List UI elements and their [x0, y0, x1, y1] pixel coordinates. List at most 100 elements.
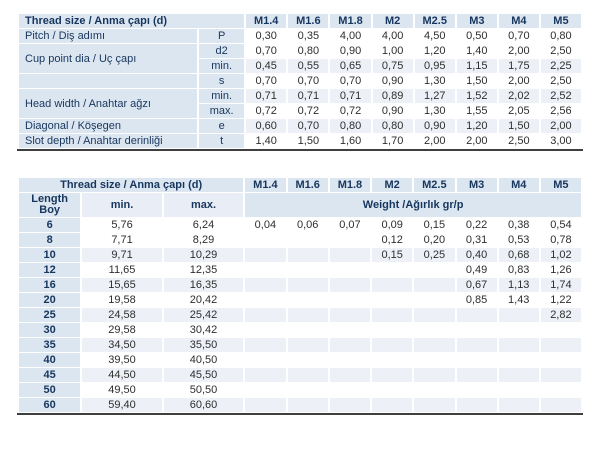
value-cell: 0,89 — [372, 89, 413, 103]
weight-cell: 0,09 — [372, 218, 413, 232]
value-cell: 0,80 — [330, 119, 371, 133]
value-cell: 1,50 — [456, 74, 497, 88]
min-cell: 29,58 — [82, 323, 162, 337]
weight-row: 20 19,58 20,42 0,85 1,43 1,22 — [19, 293, 581, 307]
min-cell: 44,50 — [82, 368, 162, 382]
size-header-m16: M1.6 — [288, 14, 329, 28]
value-cell: 2,56 — [540, 104, 581, 118]
value-cell: 0,72 — [246, 104, 287, 118]
weight-cell — [456, 368, 497, 382]
max-cell: 40,50 — [163, 353, 244, 367]
max-cell: 60,60 — [163, 398, 244, 412]
dimension-row: Cup point dia / Uç çapı d2 0,70 0,80 0,90 1,0… — [19, 44, 581, 73]
value-cell: 1,50 — [288, 134, 329, 148]
value-cell: 0,45 — [246, 59, 287, 73]
weights-table-title: Thread size / Anma çapı (d) — [19, 178, 244, 192]
row-symbol: s — [199, 74, 245, 88]
weight-cell — [498, 308, 539, 322]
weight-cell — [372, 293, 413, 307]
weight-cell — [287, 233, 328, 247]
weight-row: 8 7,71 8,29 0,12 0,20 0,31 0,53 0,78 — [19, 233, 581, 247]
value-cell: 2,00 — [456, 134, 497, 148]
value-cell: 0,70 — [330, 74, 371, 88]
weight-cell — [245, 248, 286, 262]
max-cell: 20,42 — [163, 293, 244, 307]
weight-cell — [372, 308, 413, 322]
min-cell: 5,76 — [82, 218, 162, 232]
weight-cell: 0,07 — [329, 218, 371, 232]
weight-cell — [414, 308, 455, 322]
weight-cell: 0,04 — [245, 218, 286, 232]
weight-cell — [245, 338, 286, 352]
length-cell: 60 — [19, 398, 81, 412]
value-cell: 2,05 — [498, 104, 539, 118]
value-cell: 2,00 — [498, 44, 539, 58]
dimension-row: s 0,70 0,70 0,70 0,90 1,30 1,50 2,00 2,50 — [19, 74, 581, 88]
value-cell: 2,50 — [540, 74, 581, 88]
length-cell: 10 — [19, 248, 81, 262]
length-cell: 8 — [19, 233, 81, 247]
weight-cell: 0,78 — [540, 233, 581, 247]
max-cell: 12,35 — [163, 263, 244, 277]
weights-table-body: 6 5,76 6,24 0,04 0,06 0,07 0,09 0,15 0,22 0,38 0,5… — [19, 218, 581, 412]
weight-cell — [287, 353, 328, 367]
weight-cell — [287, 338, 328, 352]
value-cell: 2,52 — [540, 89, 581, 103]
value-cell: 1,75 — [498, 59, 539, 73]
weight-cell — [372, 368, 413, 382]
weight-cell: 0,53 — [498, 233, 539, 247]
max-cell: 30,42 — [163, 323, 244, 337]
length-cell: 25 — [19, 308, 81, 322]
size-header-m14: M1.4 — [246, 14, 287, 28]
weight-cell: 0,20 — [414, 233, 455, 247]
min-cell: 39,50 — [82, 353, 162, 367]
weight-cell: 0,67 — [456, 278, 497, 292]
weight-cell — [498, 383, 539, 397]
weight-cell — [329, 398, 371, 412]
value-cell: 0,55 — [288, 59, 329, 73]
weight-cell — [498, 323, 539, 337]
size-header-m18: M1.8 — [329, 178, 371, 192]
weight-cell — [329, 248, 371, 262]
value-cell: 0,71 — [288, 89, 329, 103]
weight-cell — [540, 338, 581, 352]
size-header-m2: M2 — [372, 14, 413, 28]
weight-cell — [456, 338, 497, 352]
length-cell: 45 — [19, 368, 81, 382]
value-cell: 0,70 — [288, 119, 329, 133]
value-cell: 1,70 — [372, 134, 413, 148]
max-cell: 45,50 — [163, 368, 244, 382]
size-header-m25: M2.5 — [414, 178, 455, 192]
min-cell: 7,71 — [82, 233, 162, 247]
weight-cell: 0,15 — [414, 218, 455, 232]
weight-cell — [287, 383, 328, 397]
weight-cell — [372, 323, 413, 337]
weight-cell — [414, 383, 455, 397]
min-cell: 11,65 — [82, 263, 162, 277]
weights-header-row: Thread size / Anma çapı (d) M1.4 M1.6 M1… — [19, 178, 581, 192]
row-label: Cup point dia / Uç çapı — [19, 44, 198, 73]
weight-cell: 0,06 — [287, 218, 328, 232]
weight-row: 30 29,58 30,42 — [19, 323, 581, 337]
row-symbol: max. — [199, 104, 245, 118]
weight-cell: 0,40 — [456, 248, 497, 262]
value-cell: 1,30 — [414, 104, 455, 118]
weight-cell — [245, 398, 286, 412]
value-cell: 0,80 — [288, 44, 329, 58]
length-cell: 12 — [19, 263, 81, 277]
length-cell: 50 — [19, 383, 81, 397]
size-header-m4: M4 — [498, 178, 539, 192]
value-cell: 2,00 — [414, 134, 455, 148]
weight-cell — [329, 233, 371, 247]
value-cell: 2,00 — [498, 74, 539, 88]
value-cell: 0,70 — [498, 29, 539, 43]
value-cell: 1,00 — [372, 44, 413, 58]
size-header-m16: M1.6 — [287, 178, 328, 192]
value-cell: 1,40 — [246, 134, 287, 148]
value-cell: 4,00 — [372, 29, 413, 43]
value-cell: 1,55 — [456, 104, 497, 118]
size-header-m14: M1.4 — [245, 178, 286, 192]
size-header-m3: M3 — [456, 14, 497, 28]
value-cell: 0,71 — [330, 89, 371, 103]
min-column-header: min. — [82, 193, 162, 217]
